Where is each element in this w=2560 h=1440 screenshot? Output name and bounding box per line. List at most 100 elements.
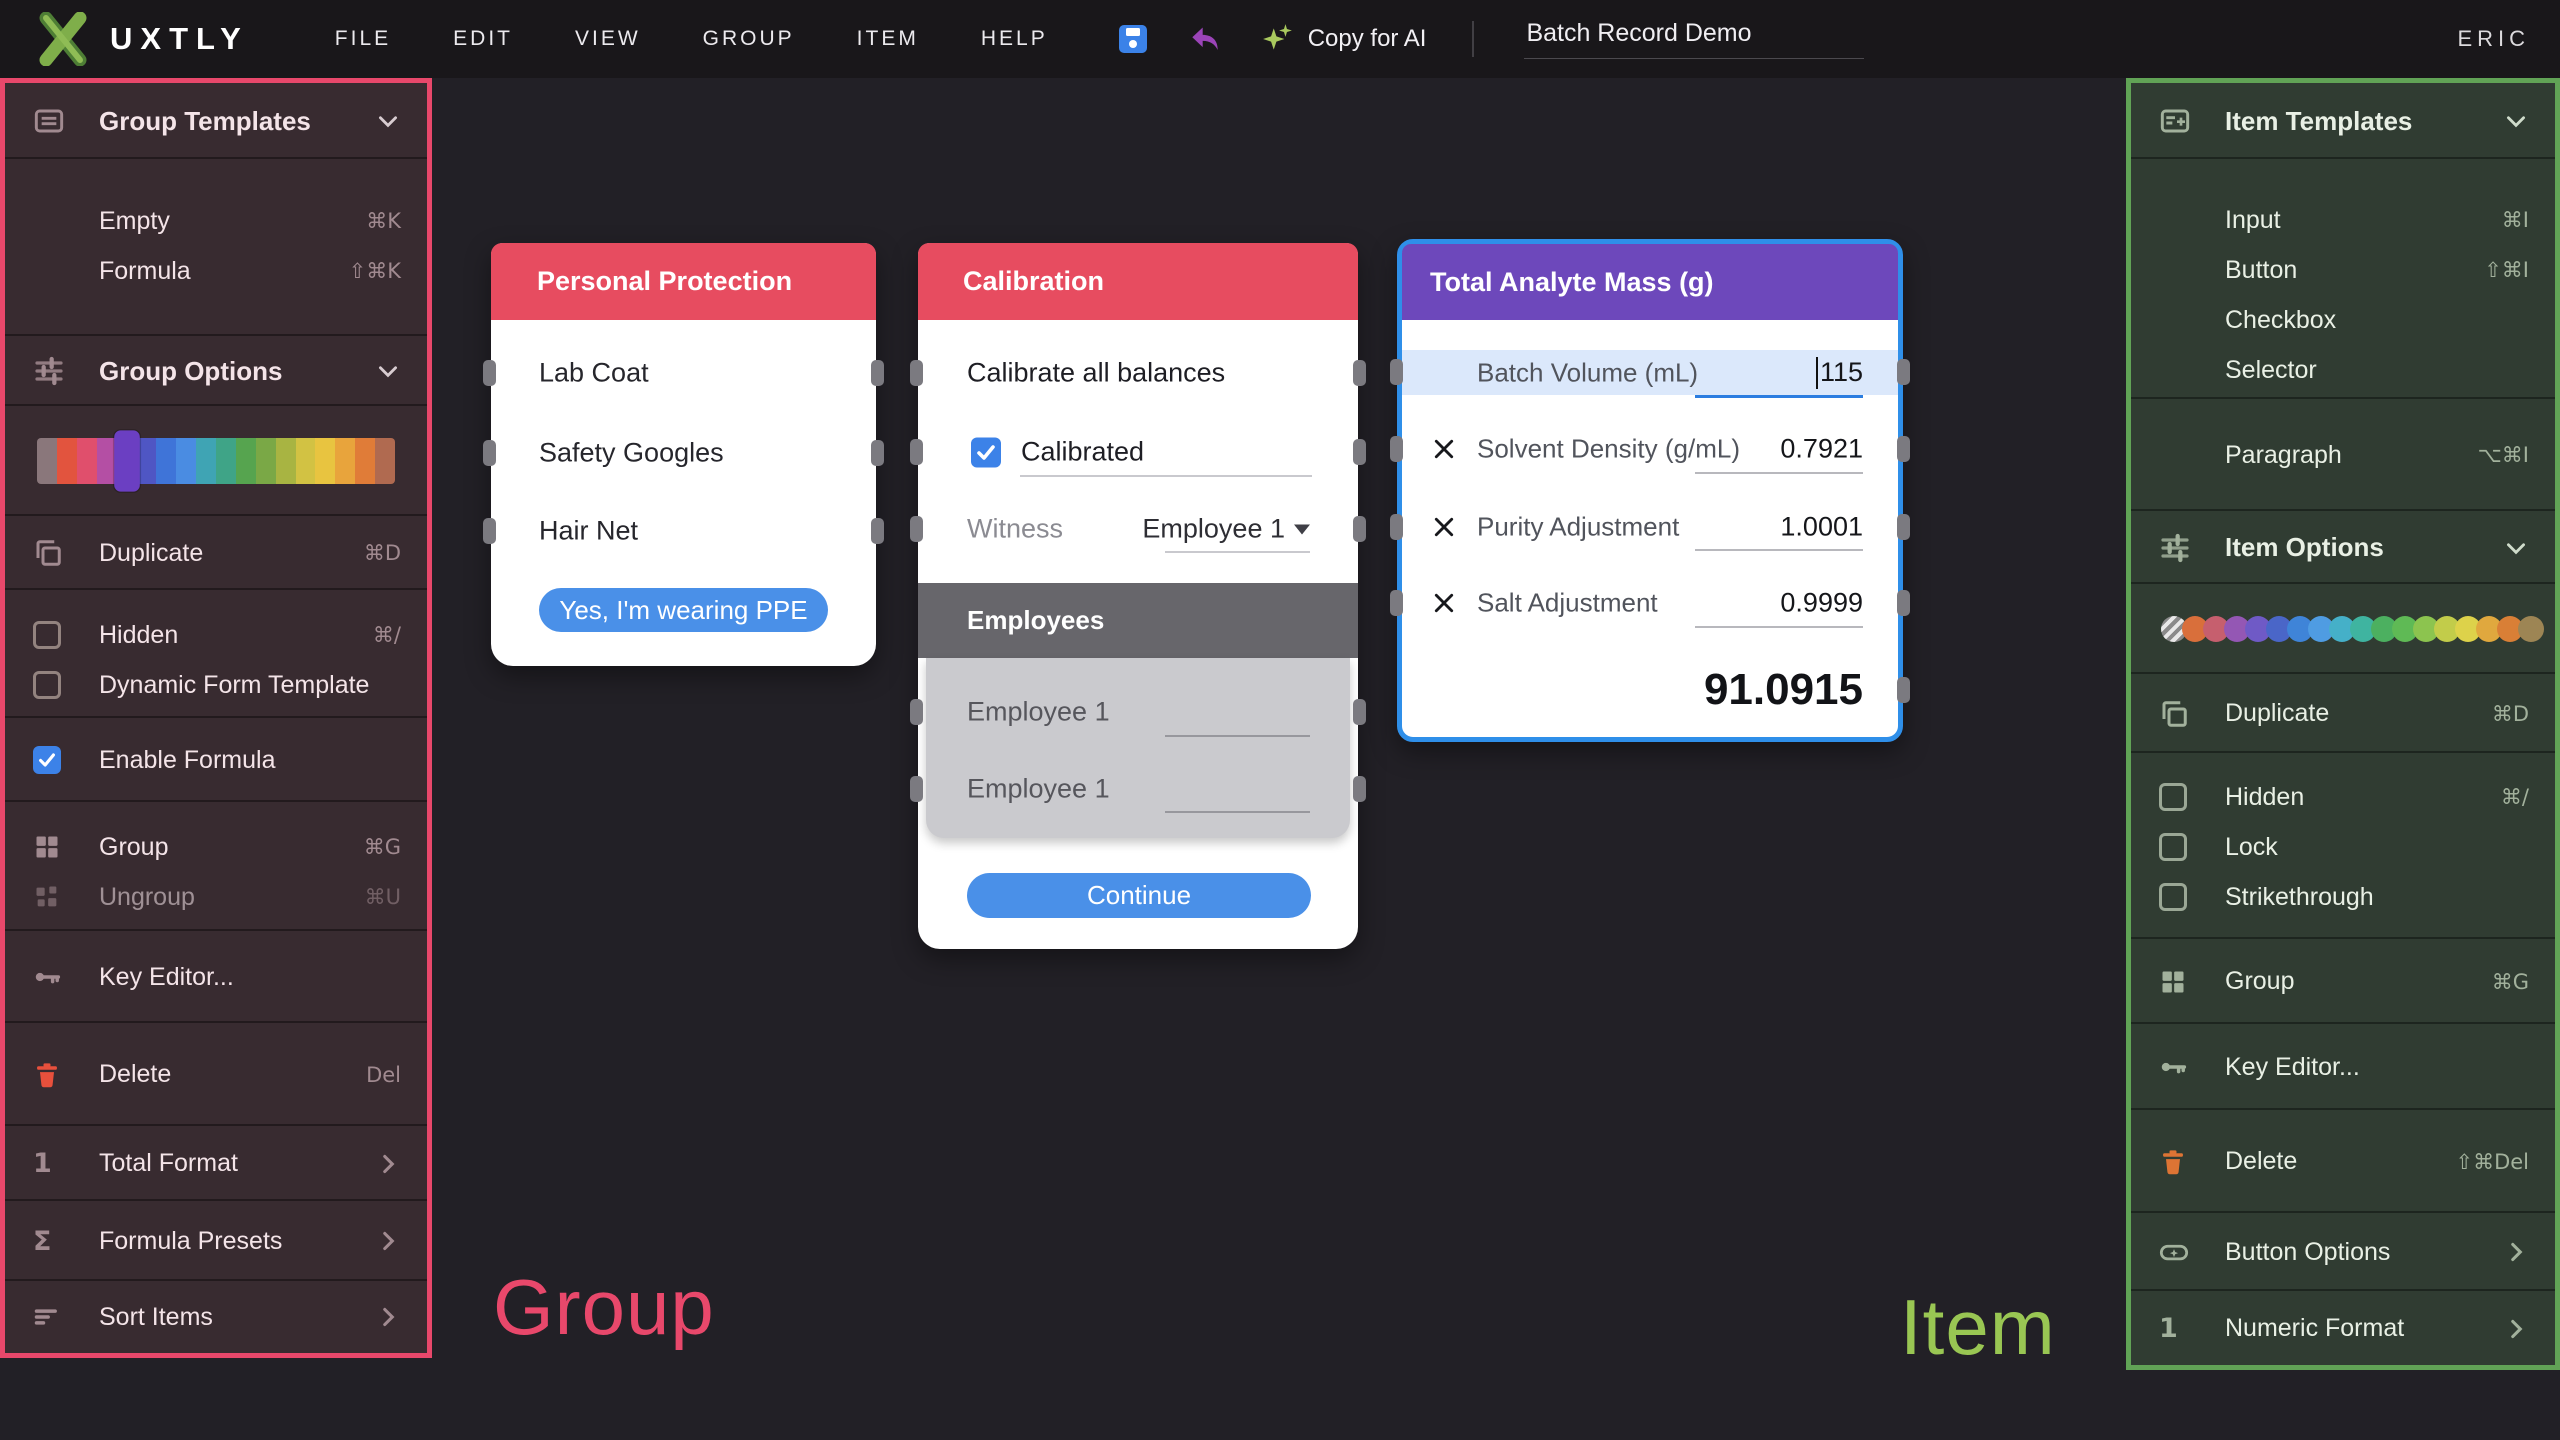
template-item-formula[interactable]: Formula ⇧⌘K	[99, 256, 401, 285]
input-row-batch-volume[interactable]: Batch Volume (mL) 115	[1402, 350, 1898, 395]
menu-item-delete[interactable]: Delete ⇧⌘Del	[2131, 1137, 2555, 1187]
item-options-header[interactable]: Item Options	[2131, 511, 2555, 584]
group-options-header[interactable]: Group Options	[5, 336, 427, 406]
drag-handle[interactable]	[483, 518, 496, 544]
menu-item-formula-presets[interactable]: Σ Formula Presets	[5, 1216, 427, 1266]
toggle-lock[interactable]: Lock	[2131, 822, 2555, 872]
color-swatch[interactable]	[156, 438, 177, 484]
checkbox-checked-icon[interactable]	[33, 746, 61, 774]
document-title-field[interactable]: Batch Record Demo	[1524, 19, 1865, 59]
drag-handle[interactable]	[871, 440, 884, 466]
item-templates-header[interactable]: Item Templates	[2131, 83, 2555, 159]
input-value[interactable]: 115	[1815, 356, 1863, 389]
save-button[interactable]	[1118, 24, 1148, 54]
checkbox-unchecked-icon[interactable]	[2159, 783, 2187, 811]
input-underline[interactable]	[1165, 811, 1310, 813]
paragraph-item[interactable]: Safety Googles	[539, 437, 724, 468]
menu-item-duplicate[interactable]: Duplicate ⌘D	[5, 528, 427, 578]
drag-handle[interactable]	[910, 516, 923, 542]
input-value[interactable]: 0.7921	[1780, 433, 1863, 464]
menu-item-group[interactable]: Group ⌘G	[5, 822, 427, 872]
menu-item[interactable]: ITEM	[856, 27, 919, 50]
template-item-input[interactable]: Input ⌘I	[2225, 205, 2529, 234]
color-swatch[interactable]	[56, 438, 77, 484]
drag-handle[interactable]	[1897, 590, 1910, 616]
group-templates-header[interactable]: Group Templates	[5, 83, 427, 159]
color-swatch[interactable]	[315, 438, 336, 484]
drag-handle[interactable]	[1353, 776, 1366, 802]
drag-handle[interactable]	[910, 360, 923, 386]
color-swatch[interactable]	[176, 438, 197, 484]
template-item-selector[interactable]: Selector	[2225, 355, 2317, 384]
drag-handle[interactable]	[1390, 436, 1403, 462]
group-card-calibration[interactable]: Calibration Calibrate all balances Calib…	[910, 243, 1366, 949]
menu-item-key-editor[interactable]: Key Editor...	[2131, 1042, 2555, 1092]
remove-icon[interactable]	[1433, 438, 1455, 460]
color-swatch[interactable]	[37, 438, 57, 484]
toggle-hidden[interactable]: Hidden ⌘/	[2131, 772, 2555, 822]
drag-handle[interactable]	[910, 776, 923, 802]
drag-handle[interactable]	[871, 360, 884, 386]
input-row-salt-adjustment[interactable]: Salt Adjustment 0.9999	[1402, 578, 1898, 628]
remove-icon[interactable]	[1433, 516, 1455, 538]
menu-file[interactable]: FILE	[334, 27, 392, 50]
checkbox-unchecked-icon[interactable]	[2159, 833, 2187, 861]
menu-item-key-editor[interactable]: Key Editor...	[5, 952, 427, 1002]
drag-handle[interactable]	[1353, 516, 1366, 542]
calibrated-checkbox-row[interactable]: Calibrated	[971, 437, 1144, 468]
menu-item-duplicate[interactable]: Duplicate ⌘D	[2131, 689, 2555, 739]
input-value[interactable]: 0.9999	[1780, 587, 1863, 618]
menu-view[interactable]: VIEW	[574, 27, 641, 50]
drag-handle[interactable]	[1897, 436, 1910, 462]
checkbox-unchecked-icon[interactable]	[33, 621, 61, 649]
item-card-header[interactable]: Total Analyte Mass (g)	[1402, 244, 1898, 320]
template-item-button[interactable]: Button ⇧⌘I	[2225, 255, 2529, 284]
paragraph-item[interactable]: Hair Net	[539, 515, 639, 546]
drag-handle[interactable]	[1353, 439, 1366, 465]
drag-handle[interactable]	[1390, 590, 1403, 616]
toggle-enable-formula[interactable]: Enable Formula	[5, 735, 427, 785]
menu-group[interactable]: GROUP	[702, 27, 795, 50]
undo-button[interactable]	[1190, 25, 1220, 53]
color-swatch[interactable]	[196, 438, 217, 484]
drag-handle[interactable]	[1897, 514, 1910, 540]
template-item-checkbox[interactable]: Checkbox	[2225, 305, 2337, 334]
menu-edit[interactable]: EDIT	[453, 27, 513, 50]
drag-handle[interactable]	[910, 699, 923, 725]
color-swatch[interactable]	[335, 438, 356, 484]
toggle-hidden[interactable]: Hidden ⌘/	[5, 610, 427, 660]
input-underline[interactable]	[1165, 735, 1310, 737]
witness-selector[interactable]: Employee 1	[1142, 514, 1310, 545]
checkbox-unchecked-icon[interactable]	[33, 671, 61, 699]
drag-handle[interactable]	[1390, 359, 1403, 385]
color-swatch[interactable]	[255, 438, 276, 484]
menu-item-sort-items[interactable]: Sort Items	[5, 1292, 427, 1342]
menu-item-group[interactable]: Group ⌘G	[2131, 957, 2555, 1007]
toggle-dynamic-form-template[interactable]: Dynamic Form Template	[5, 660, 427, 710]
menu-help[interactable]: HELP	[980, 27, 1048, 50]
drag-handle[interactable]	[483, 360, 496, 386]
toggle-strikethrough[interactable]: Strikethrough	[2131, 872, 2555, 922]
checkbox-checked-icon[interactable]	[971, 437, 1001, 467]
ppe-confirm-button[interactable]: Yes, I'm wearing PPE	[539, 588, 828, 632]
color-swatch[interactable]	[76, 438, 97, 484]
color-swatch[interactable]	[235, 438, 256, 484]
remove-icon[interactable]	[1433, 592, 1455, 614]
drag-handle[interactable]	[910, 439, 923, 465]
color-dot[interactable]	[2518, 616, 2544, 642]
drag-handle[interactable]	[1897, 677, 1910, 703]
continue-button[interactable]: Continue	[967, 873, 1311, 918]
employees-section-header[interactable]: Employees	[918, 583, 1358, 658]
group-card-header[interactable]: Calibration	[918, 243, 1358, 320]
template-item-paragraph[interactable]: Paragraph ⌥⌘I	[2225, 440, 2529, 469]
color-swatch[interactable]	[295, 438, 316, 484]
checkbox-unchecked-icon[interactable]	[2159, 883, 2187, 911]
input-row-solvent-density[interactable]: Solvent Density (g/mL) 0.7921	[1402, 424, 1898, 474]
color-swatch-selected[interactable]	[113, 430, 140, 492]
drag-handle[interactable]	[871, 518, 884, 544]
drag-handle[interactable]	[1353, 699, 1366, 725]
drag-handle[interactable]	[1897, 359, 1910, 385]
copy-for-ai-button[interactable]: Copy for AI	[1262, 23, 1426, 55]
drag-handle[interactable]	[1390, 514, 1403, 540]
color-swatch[interactable]	[216, 438, 236, 484]
